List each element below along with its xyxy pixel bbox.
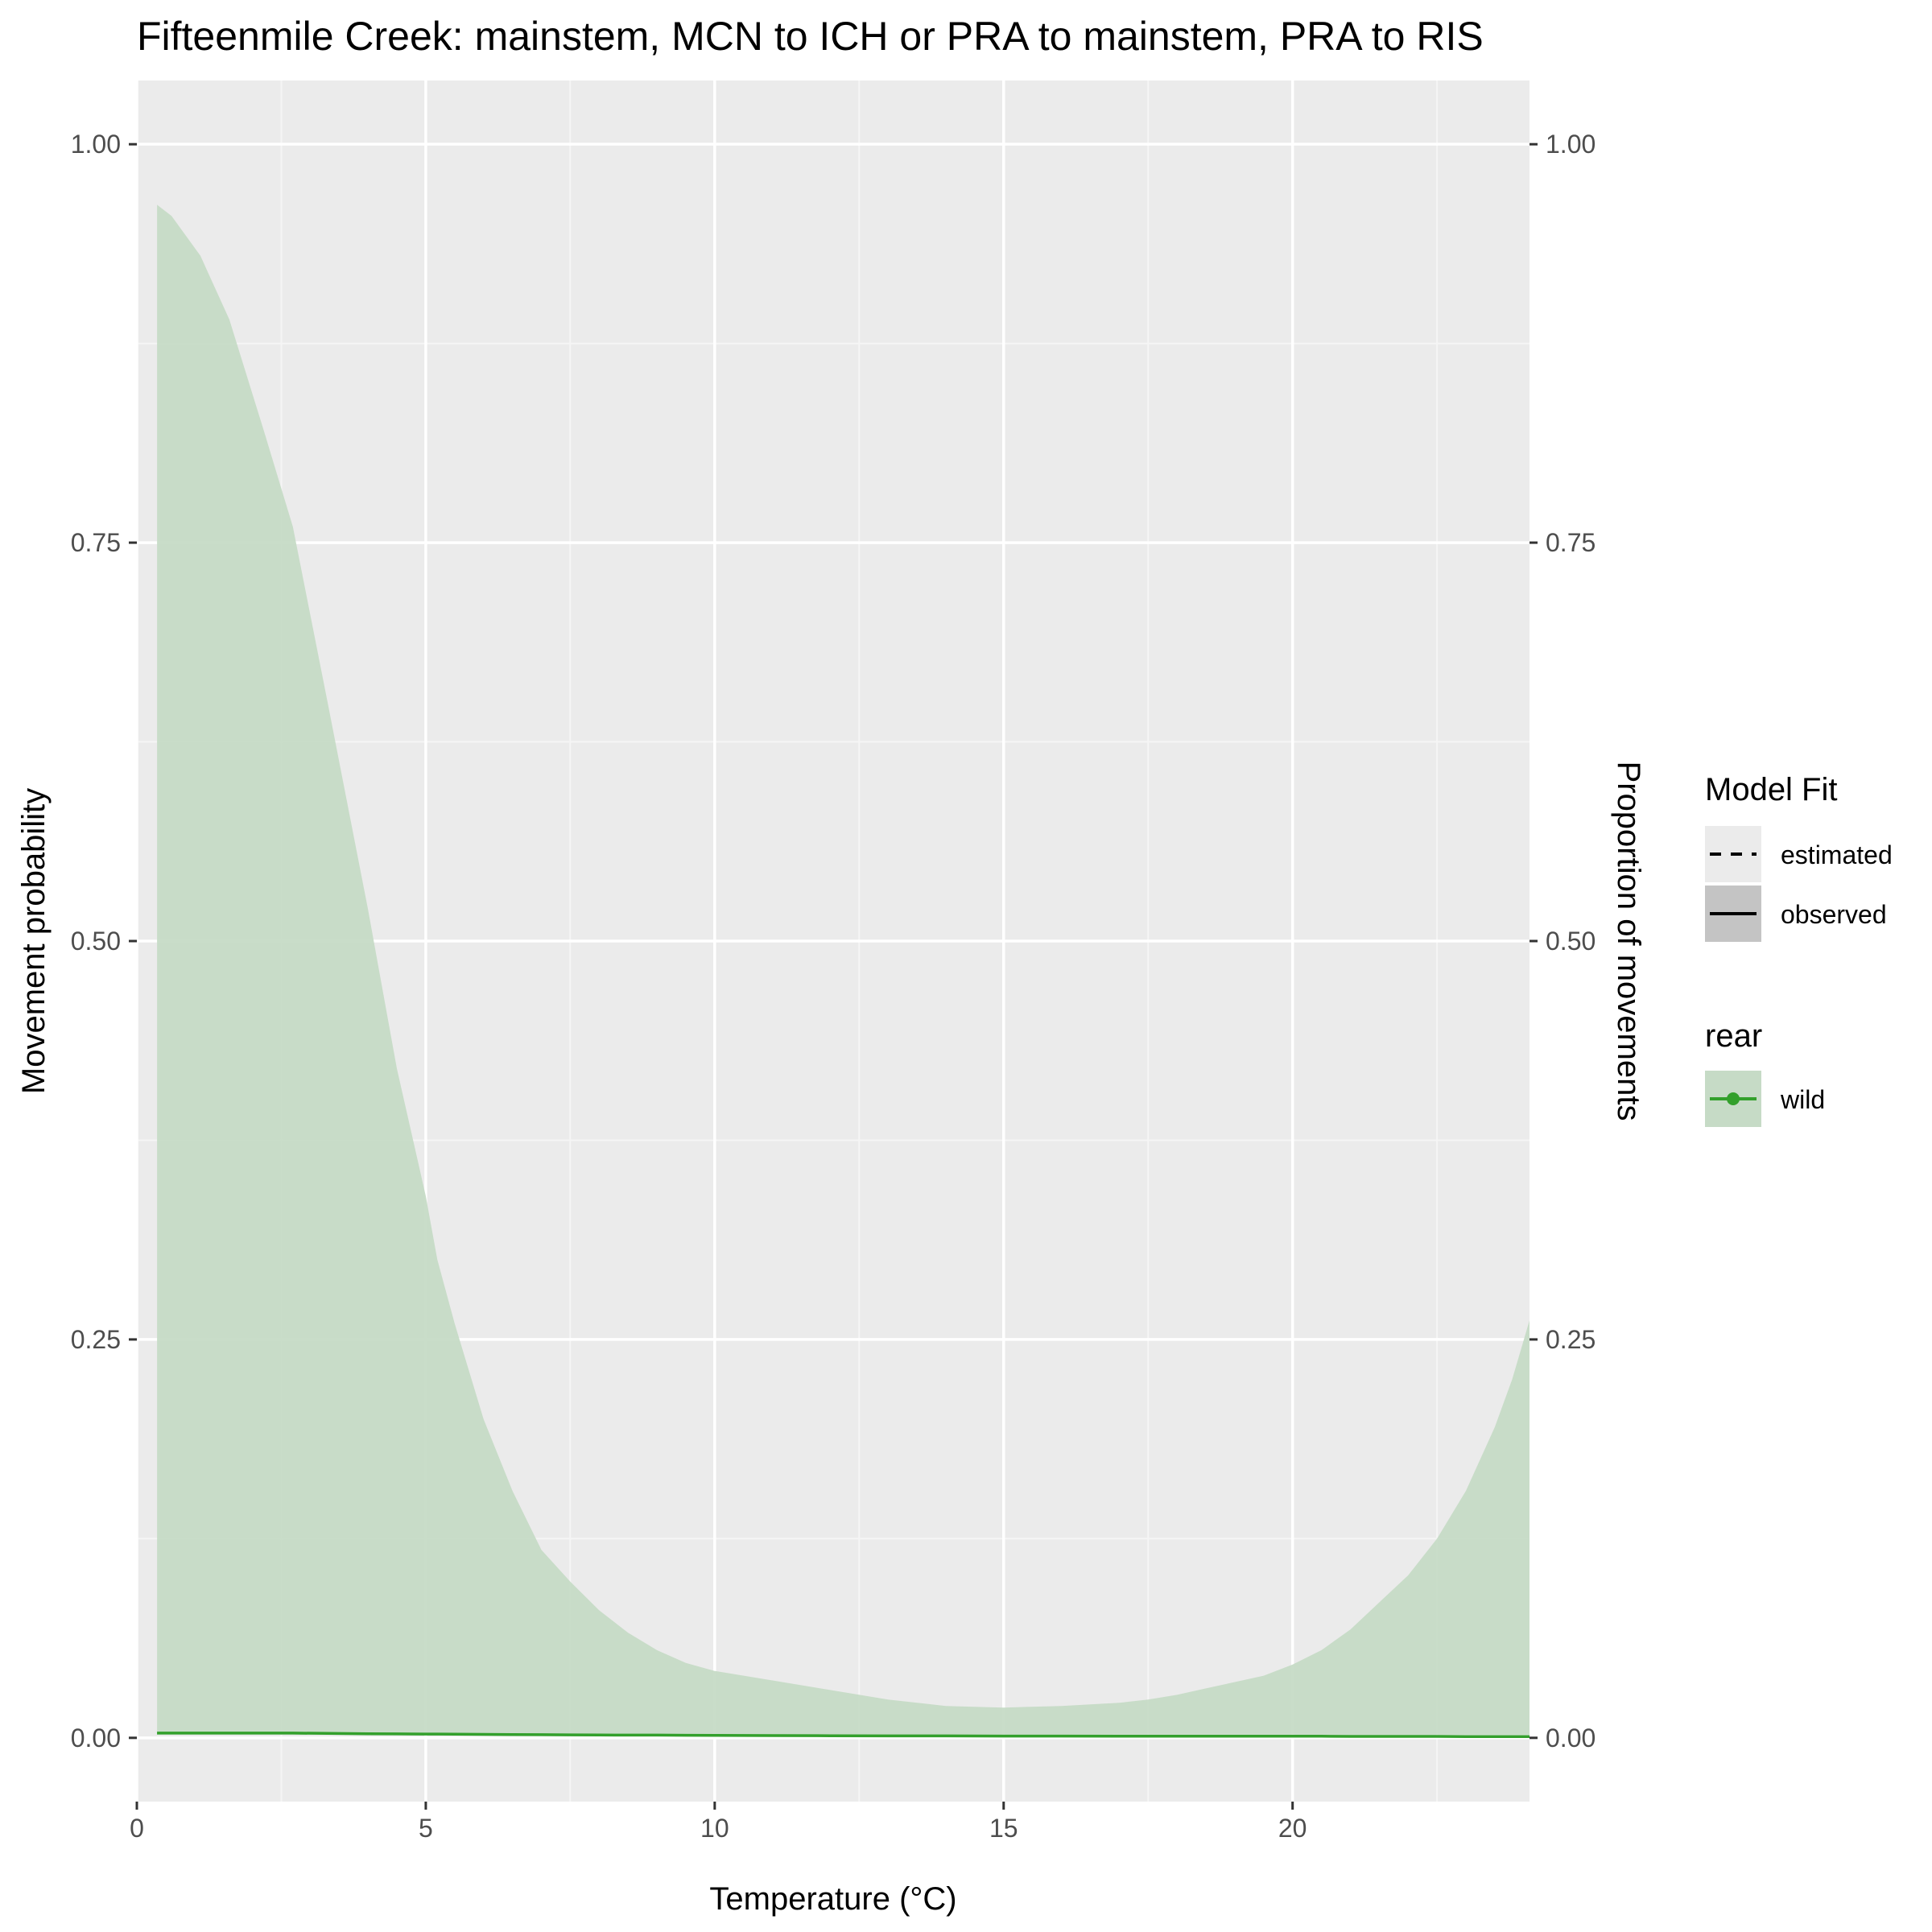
- y-tick-label-right: 0.50: [1546, 927, 1596, 956]
- y-tick-label-right: 0.00: [1546, 1724, 1596, 1752]
- x-tick-label: 0: [130, 1814, 144, 1843]
- y-axis-title-secondary: Proportion of movements: [1611, 762, 1646, 1121]
- y-tick-label-right: 0.25: [1546, 1325, 1596, 1354]
- legend-label-estimated: estimated: [1781, 840, 1893, 869]
- legend-title-rear: rear: [1705, 1018, 1762, 1054]
- y-tick-label-left: 0.50: [71, 927, 121, 956]
- x-tick-label: 5: [419, 1814, 433, 1843]
- legend-label-observed: observed: [1781, 900, 1887, 929]
- y-tick-label-right: 0.75: [1546, 528, 1596, 557]
- x-tick-label: 15: [989, 1814, 1018, 1843]
- y-tick-label-left: 0.75: [71, 528, 121, 557]
- y-tick-label-left: 0.25: [71, 1325, 121, 1354]
- chart-title: Fifteenmile Creek: mainstem, MCN to ICH …: [137, 14, 1484, 59]
- estimate-lines: [157, 1732, 1530, 1738]
- legend-title-model-fit: Model Fit: [1705, 772, 1838, 807]
- x-axis-title: Temperature (°C): [709, 1881, 956, 1917]
- y-tick-label-left: 0.00: [71, 1724, 121, 1752]
- axes: 0 5 10 15 20 0.00 0.25 0.50 0.75 1.00 0.00 0.25 0.50…: [71, 130, 1596, 1843]
- legend-point-wild: [1727, 1092, 1740, 1105]
- legend-model-fit: Model Fit estimated observed: [1705, 772, 1893, 942]
- x-tick-label: 10: [700, 1814, 729, 1843]
- y-tick-label-right: 1.00: [1546, 130, 1596, 159]
- y-tick-label-left: 1.00: [71, 130, 121, 159]
- ribbon-wild: [157, 204, 1530, 1735]
- legend-rear: rear wild: [1705, 1018, 1825, 1127]
- legend-label-wild: wild: [1780, 1085, 1825, 1114]
- x-tick-label: 20: [1278, 1814, 1307, 1843]
- y-axis-title: Movement probability: [16, 788, 52, 1094]
- confidence-ribbons: [157, 204, 1530, 1735]
- line-wild: [157, 1732, 1530, 1738]
